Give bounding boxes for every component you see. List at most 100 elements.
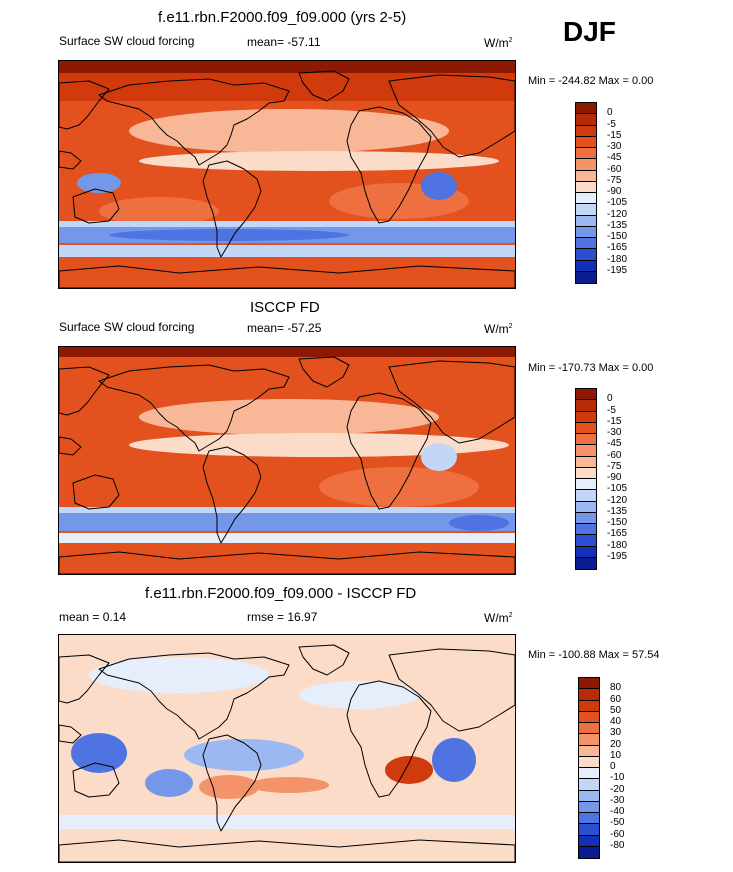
colorbar-segment [579,779,599,791]
colorbar-tick-label: -195 [607,264,628,276]
colorbar-segment [576,125,596,137]
colorbar-segment [576,238,596,250]
colorbar-tick-label: -50 [610,817,625,829]
colorbar-tick-label: 0 [607,393,613,405]
panel-variable-label: Surface SW cloud forcing [59,34,195,48]
colorbar-tick-label: -105 [607,483,628,495]
colorbar-tick-label: -120 [607,208,628,220]
colorbar-tick-label: -15 [607,129,622,141]
colorbar-segment [576,546,596,558]
colorbar-tick-label: -5 [607,118,616,130]
colorbar [578,677,600,859]
colorbar-segment [576,467,596,479]
panel-title: f.e11.rbn.F2000.f09_f09.000 (yrs 2-5) [158,9,407,26]
colorbar-tick-label: -90 [607,472,622,483]
colorbar-segment [576,445,596,457]
colorbar-segment [576,535,596,547]
colorbar-segment [576,524,596,536]
colorbar-tick-label: -45 [607,152,622,164]
colorbar-tick-label: -165 [607,242,628,254]
colorbar-tick-label: -60 [607,163,622,175]
colorbar-tick-label: -180 [607,539,628,551]
colorbar-segment [576,159,596,171]
panel-min-max: Min = -244.82 Max = 0.00 [528,75,654,87]
map-plot [58,346,516,575]
colorbar-segment [576,434,596,446]
colorbar-segment [579,689,599,701]
panel-mean-label: mean = 0.14 [59,610,127,624]
map-plot [58,60,516,289]
colorbar-segment [579,745,599,757]
colorbar-tick-label: 10 [610,749,622,761]
colorbar-tick-label: -30 [610,794,625,806]
colorbar-tick-label: -105 [607,197,628,209]
colorbar-segment [576,411,596,423]
panel-min-max: Min = -100.88 Max = 57.54 [528,649,660,661]
map-plot [58,634,516,863]
colorbar-tick-label: 20 [610,738,622,750]
colorbar-segment [579,711,599,723]
panel-mean-label: mean= -57.25 [247,321,322,335]
panel-units: W/m2 [484,36,513,50]
colorbar-tick-label: 40 [610,716,622,727]
colorbar-tick-labels: 0 -5 -15 -30 -45 -60 -75 -90 -105 -120 -135 -150 -16… [607,102,647,282]
colorbar-segment [576,114,596,126]
colorbar-segment [579,813,599,825]
colorbar-tick-label: -150 [607,517,628,528]
colorbar-segment [579,768,599,780]
colorbar-segment [576,193,596,205]
colorbar-segment [579,801,599,813]
colorbar-tick-label: -40 [610,806,625,817]
colorbar-tick-label: -75 [607,460,622,472]
panel-units: W/m2 [484,322,513,336]
colorbar-segment [576,490,596,502]
panel-mean-label: mean= -57.11 [247,35,321,49]
colorbar-segment [579,835,599,847]
colorbar-tick-label: -165 [607,528,628,540]
colorbar-tick-label: -60 [607,449,622,461]
colorbar-tick-label: -180 [607,253,628,265]
colorbar-segment [576,557,596,569]
colorbar-segment [576,512,596,524]
map-svg [59,61,515,288]
colorbar-tick-label: -150 [607,231,628,242]
colorbar-tick-label: -20 [610,783,625,795]
panel-title: f.e11.rbn.F2000.f09_f09.000 - ISCCP FD [145,585,417,602]
colorbar-tick-label: 60 [610,693,622,705]
colorbar-segment [579,700,599,712]
colorbar-segment [576,479,596,491]
colorbar-segment [576,170,596,182]
colorbar-segment [576,260,596,272]
colorbar-segment [576,148,596,160]
colorbar-segment [579,756,599,768]
colorbar-tick-label: -45 [607,438,622,450]
colorbar-tick-label: -60 [610,828,625,840]
colorbar-segment [576,456,596,468]
colorbar-segment [579,824,599,836]
colorbar-tick-label: -120 [607,494,628,506]
panel-title: ISCCP FD [250,299,320,316]
map-svg [59,635,515,862]
colorbar-segment [576,389,596,401]
colorbar-tick-label: 0 [607,107,613,119]
colorbar-tick-labels: 80 60 50 40 30 20 10 0 -10 -20 -30 -40 -50 -60 -80 [610,677,650,857]
colorbar-segment [579,790,599,802]
colorbar-tick-label: 80 [610,682,622,694]
map-svg [59,347,515,574]
colorbar [575,388,597,570]
panel-min-max: Min = -170.73 Max = 0.00 [528,362,654,374]
colorbar-segment [576,103,596,115]
colorbar-segment [579,846,599,858]
colorbar-tick-label: -10 [610,772,625,784]
colorbar-segment [579,678,599,690]
colorbar-tick-label: -135 [607,219,628,231]
panel-units: W/m2 [484,611,513,625]
colorbar-tick-label: -5 [607,404,616,416]
colorbar-tick-label: 50 [610,704,622,716]
colorbar-tick-label: -195 [607,550,628,562]
colorbar-segment [576,226,596,238]
colorbar-tick-label: -15 [607,415,622,427]
colorbar-tick-labels: 0 -5 -15 -30 -45 -60 -75 -90 -105 -120 -135 -150 -16… [607,388,647,568]
colorbar-tick-label: -75 [607,174,622,186]
colorbar-tick-label: -135 [607,505,628,517]
